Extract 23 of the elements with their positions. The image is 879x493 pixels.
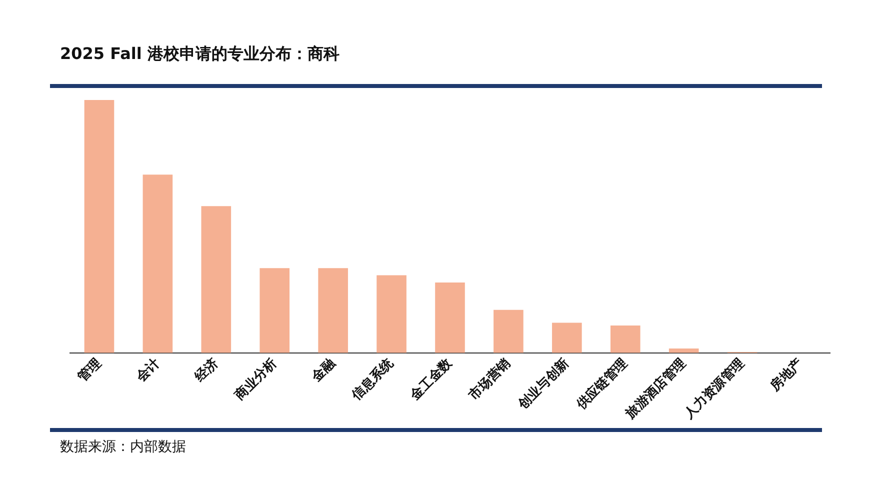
x-tick-label: 管理 [74,356,104,386]
x-tick-label: 经济 [190,355,222,386]
bar [376,275,406,353]
bar [494,310,524,353]
bar [668,348,699,353]
bar [201,206,232,353]
x-tick-label: 信息系统 [348,354,398,404]
bar [610,326,640,353]
bar [260,268,290,353]
x-tick-label: 金工金数 [407,355,456,404]
x-tick-label: 市场营销 [464,355,514,404]
bar [552,322,582,353]
x-tick-label: 金融 [308,355,339,386]
source-note: 数据来源：内部数据 [60,438,186,456]
x-tick-label: 创业与创新 [514,355,572,414]
x-tick-label: 商业分析 [231,355,280,404]
x-tick-label: 会计 [133,356,163,386]
bar [84,100,114,353]
bar [142,174,173,353]
bar [318,268,348,353]
chart-title: 2025 Fall 港校申请的专业分布：商科 [60,44,340,65]
bar [435,282,465,353]
x-tick-label: 房地产 [766,355,806,395]
